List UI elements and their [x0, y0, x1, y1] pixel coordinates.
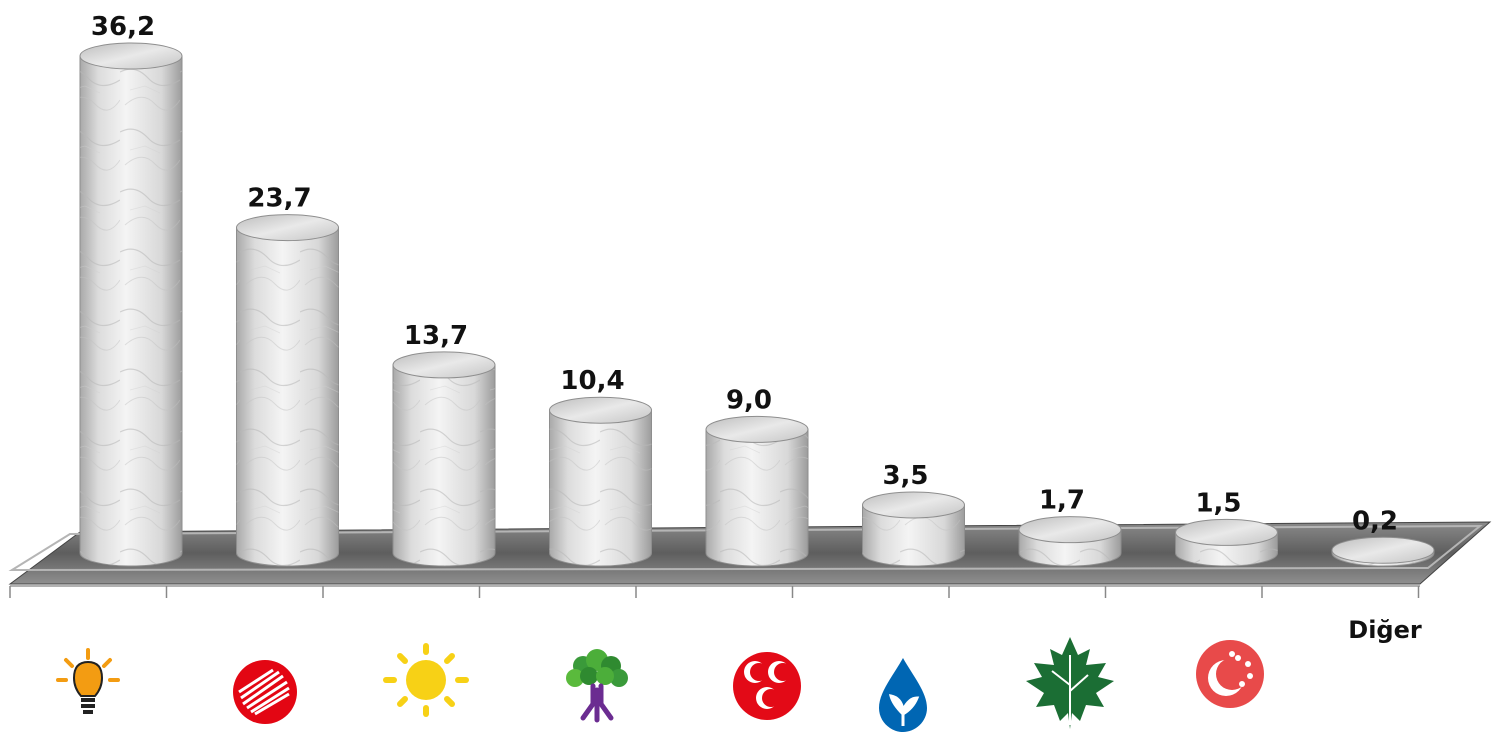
bar-9	[1331, 536, 1435, 567]
bar-4	[549, 396, 652, 567]
bar-texture	[862, 504, 965, 566]
value-label: 9,0	[726, 385, 772, 415]
value-label: 13,7	[404, 321, 468, 351]
iyi-sun-logo	[383, 643, 469, 717]
bar-top	[1018, 516, 1122, 544]
bar-top	[549, 396, 652, 424]
bar-3	[392, 351, 496, 567]
bar-texture	[393, 364, 495, 566]
category-labels: Diğer	[1348, 616, 1422, 644]
saadet-crescent-stars-logo	[1196, 640, 1264, 708]
value-label: 0,2	[1352, 506, 1398, 536]
bar-top	[705, 415, 809, 443]
value-labels: 36,2 23,7 13,7 10,4 9,0 3,5 1,7 1,5 0,2	[91, 12, 1398, 536]
party-logos	[56, 637, 1264, 732]
bar-top	[79, 42, 183, 70]
bar-top	[236, 214, 339, 242]
bar-texture	[549, 410, 652, 566]
bar-texture	[80, 56, 182, 566]
bar-top	[392, 351, 496, 379]
bar-texture	[236, 227, 339, 566]
value-label: 36,2	[91, 12, 155, 42]
value-label: 1,5	[1195, 488, 1241, 518]
bar-top	[862, 491, 965, 519]
value-label: 23,7	[247, 184, 311, 214]
x-axis-ticks	[9, 586, 1420, 598]
bar-texture	[706, 429, 808, 566]
bar-7	[1018, 516, 1122, 567]
mhp-crescents-logo	[733, 652, 801, 720]
gelecek-leaf-logo	[1026, 637, 1114, 729]
akp-lightbulb-logo	[56, 648, 120, 714]
bar-top	[1175, 518, 1278, 546]
value-label: 1,7	[1039, 486, 1085, 516]
bar-2	[236, 214, 339, 567]
category-label: Diğer	[1348, 616, 1422, 644]
bar-top	[1331, 536, 1435, 564]
bars-group	[79, 42, 1435, 567]
chp-six-arrows-logo	[233, 660, 297, 724]
bar-1	[79, 42, 183, 567]
hdp-tree-logo	[566, 649, 628, 723]
bar-5	[705, 415, 809, 567]
value-label: 10,4	[560, 366, 624, 396]
bar-6	[862, 491, 965, 567]
deva-drop-logo	[879, 658, 927, 732]
value-label: 3,5	[882, 461, 928, 491]
bar-8	[1175, 518, 1278, 567]
